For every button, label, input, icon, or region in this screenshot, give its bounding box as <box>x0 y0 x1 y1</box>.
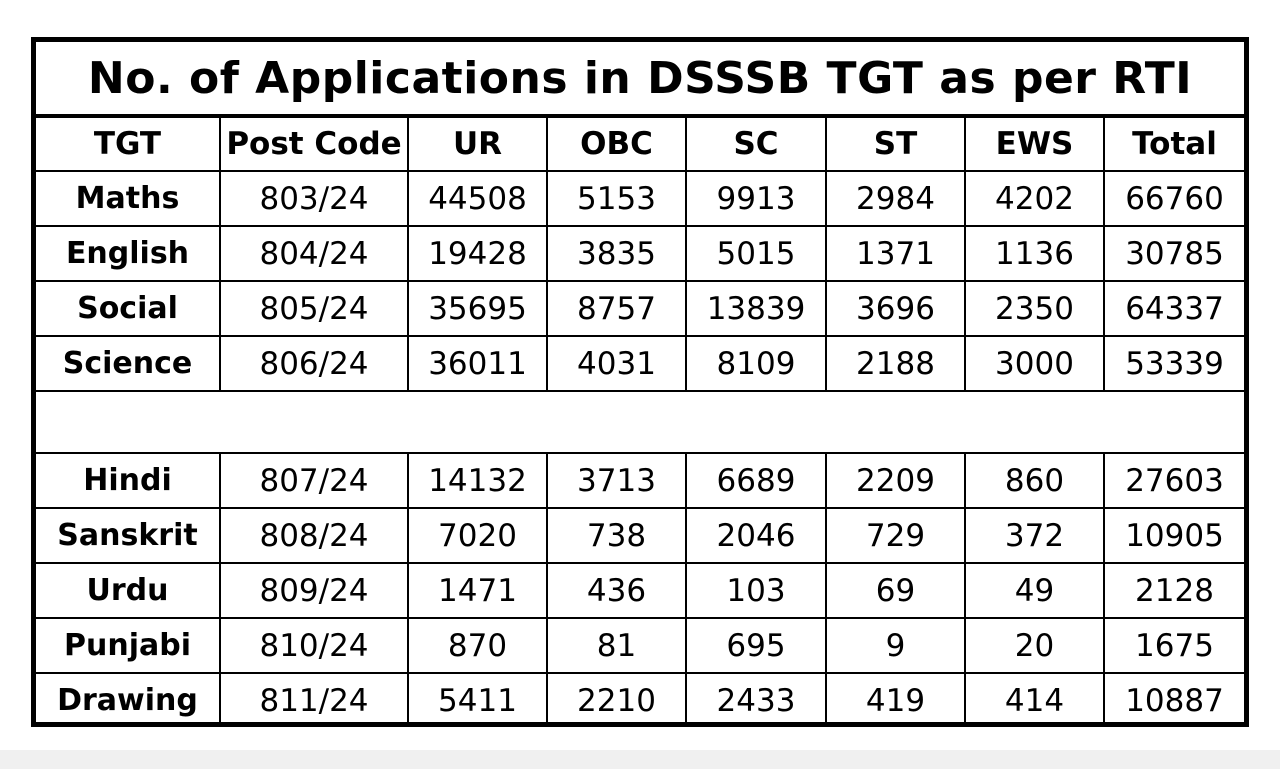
ur-cell: 35695 <box>407 280 548 337</box>
post-code-cell: 808/24 <box>219 507 409 564</box>
table-row: English 804/24 19428 3835 5015 1371 1136… <box>36 225 1244 282</box>
sc-cell: 13839 <box>685 280 827 337</box>
total-cell: 66760 <box>1103 170 1244 227</box>
ur-cell: 7020 <box>407 507 548 564</box>
st-cell: 419 <box>825 672 966 727</box>
sc-cell: 9913 <box>685 170 827 227</box>
obc-cell: 436 <box>546 562 687 619</box>
post-code-cell: 811/24 <box>219 672 409 727</box>
applications-table-frame: No. of Applications in DSSSB TGT as per … <box>31 37 1249 727</box>
col-header-post-code: Post Code <box>219 118 409 172</box>
st-cell: 1371 <box>825 225 966 282</box>
table-row: Science 806/24 36011 4031 8109 2188 3000… <box>36 335 1244 392</box>
ews-cell: 372 <box>964 507 1105 564</box>
obc-cell: 3835 <box>546 225 687 282</box>
col-header-tgt: TGT <box>36 118 221 172</box>
subject-cell: Sanskrit <box>36 507 221 564</box>
ur-cell: 870 <box>407 617 548 674</box>
ur-cell: 1471 <box>407 562 548 619</box>
post-code-cell: 805/24 <box>219 280 409 337</box>
subject-cell: Punjabi <box>36 617 221 674</box>
st-cell: 2984 <box>825 170 966 227</box>
ur-cell: 19428 <box>407 225 548 282</box>
header-row: TGT Post Code UR OBC SC ST EWS Total <box>36 118 1244 172</box>
table-row: Drawing 811/24 5411 2210 2433 419 414 10… <box>36 672 1244 727</box>
sc-cell: 2433 <box>685 672 827 727</box>
post-code-cell: 809/24 <box>219 562 409 619</box>
st-cell: 2209 <box>825 452 966 509</box>
sc-cell: 103 <box>685 562 827 619</box>
obc-cell: 2210 <box>546 672 687 727</box>
total-cell: 10887 <box>1103 672 1244 727</box>
ews-cell: 860 <box>964 452 1105 509</box>
table-row: Hindi 807/24 14132 3713 6689 2209 860 27… <box>36 452 1244 509</box>
ews-cell: 4202 <box>964 170 1105 227</box>
sc-cell: 5015 <box>685 225 827 282</box>
sc-cell: 6689 <box>685 452 827 509</box>
post-code-cell: 803/24 <box>219 170 409 227</box>
col-header-total: Total <box>1103 118 1244 172</box>
ews-cell: 2350 <box>964 280 1105 337</box>
bottom-background-strip <box>0 750 1280 769</box>
sc-cell: 2046 <box>685 507 827 564</box>
obc-cell: 81 <box>546 617 687 674</box>
col-header-ur: UR <box>407 118 548 172</box>
obc-cell: 3713 <box>546 452 687 509</box>
total-cell: 27603 <box>1103 452 1244 509</box>
st-cell: 69 <box>825 562 966 619</box>
applications-table: TGT Post Code UR OBC SC ST EWS Total Mat… <box>36 118 1244 727</box>
st-cell: 2188 <box>825 335 966 392</box>
obc-cell: 8757 <box>546 280 687 337</box>
post-code-cell: 807/24 <box>219 452 409 509</box>
table-row: Social 805/24 35695 8757 13839 3696 2350… <box>36 280 1244 337</box>
total-cell: 53339 <box>1103 335 1244 392</box>
blank-separator-cell <box>36 390 1244 454</box>
obc-cell: 4031 <box>546 335 687 392</box>
subject-cell: English <box>36 225 221 282</box>
post-code-cell: 804/24 <box>219 225 409 282</box>
table-row: Sanskrit 808/24 7020 738 2046 729 372 10… <box>36 507 1244 564</box>
ews-cell: 3000 <box>964 335 1105 392</box>
subject-cell: Drawing <box>36 672 221 727</box>
post-code-cell: 810/24 <box>219 617 409 674</box>
table-row: Urdu 809/24 1471 436 103 69 49 2128 <box>36 562 1244 619</box>
ur-cell: 14132 <box>407 452 548 509</box>
subject-cell: Social <box>36 280 221 337</box>
subject-cell: Urdu <box>36 562 221 619</box>
subject-cell: Maths <box>36 170 221 227</box>
obc-cell: 5153 <box>546 170 687 227</box>
total-cell: 10905 <box>1103 507 1244 564</box>
ur-cell: 36011 <box>407 335 548 392</box>
st-cell: 9 <box>825 617 966 674</box>
ews-cell: 20 <box>964 617 1105 674</box>
ews-cell: 49 <box>964 562 1105 619</box>
ur-cell: 44508 <box>407 170 548 227</box>
total-cell: 30785 <box>1103 225 1244 282</box>
total-cell: 2128 <box>1103 562 1244 619</box>
subject-cell: Hindi <box>36 452 221 509</box>
table-row: Punjabi 810/24 870 81 695 9 20 1675 <box>36 617 1244 674</box>
total-cell: 64337 <box>1103 280 1244 337</box>
st-cell: 3696 <box>825 280 966 337</box>
col-header-st: ST <box>825 118 966 172</box>
ews-cell: 414 <box>964 672 1105 727</box>
sc-cell: 695 <box>685 617 827 674</box>
ews-cell: 1136 <box>964 225 1105 282</box>
subject-cell: Science <box>36 335 221 392</box>
st-cell: 729 <box>825 507 966 564</box>
sc-cell: 8109 <box>685 335 827 392</box>
table-title: No. of Applications in DSSSB TGT as per … <box>36 42 1244 118</box>
total-cell: 1675 <box>1103 617 1244 674</box>
ur-cell: 5411 <box>407 672 548 727</box>
post-code-cell: 806/24 <box>219 335 409 392</box>
col-header-ews: EWS <box>964 118 1105 172</box>
table-row: Maths 803/24 44508 5153 9913 2984 4202 6… <box>36 170 1244 227</box>
obc-cell: 738 <box>546 507 687 564</box>
col-header-obc: OBC <box>546 118 687 172</box>
col-header-sc: SC <box>685 118 827 172</box>
blank-separator-row <box>36 390 1244 454</box>
